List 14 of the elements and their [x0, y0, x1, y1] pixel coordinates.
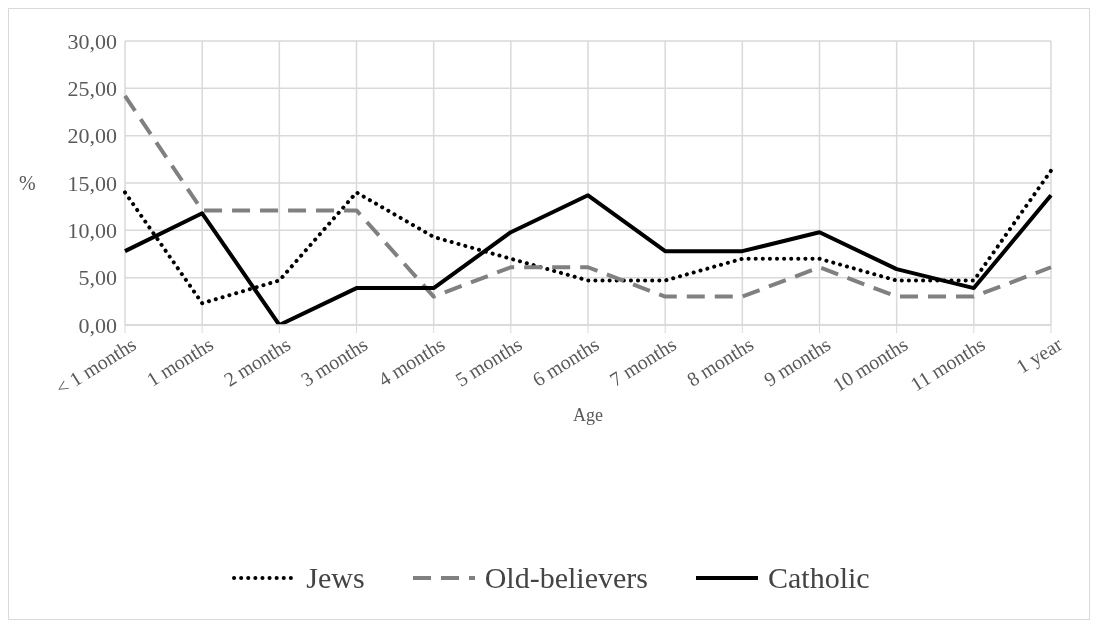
y-tick-label: 25,00: [67, 76, 117, 102]
legend-label: Catholic: [767, 561, 870, 595]
y-tick-label: 20,00: [67, 123, 117, 149]
y-axis-title: %: [19, 172, 36, 195]
legend-label: Jews: [306, 561, 365, 595]
line-series: [123, 93, 1053, 299]
legend-label: Old-believers: [484, 561, 648, 595]
x-axis-title: Age: [573, 405, 603, 425]
y-tick-label: 10,00: [67, 218, 117, 244]
y-tick-label: 0,00: [78, 312, 117, 338]
y-tick-label: 5,00: [78, 265, 117, 291]
y-tick-label: 30,00: [67, 28, 117, 54]
x-tick-label: 1 year: [1012, 332, 1067, 379]
y-tick-label: 15,00: [67, 170, 117, 196]
